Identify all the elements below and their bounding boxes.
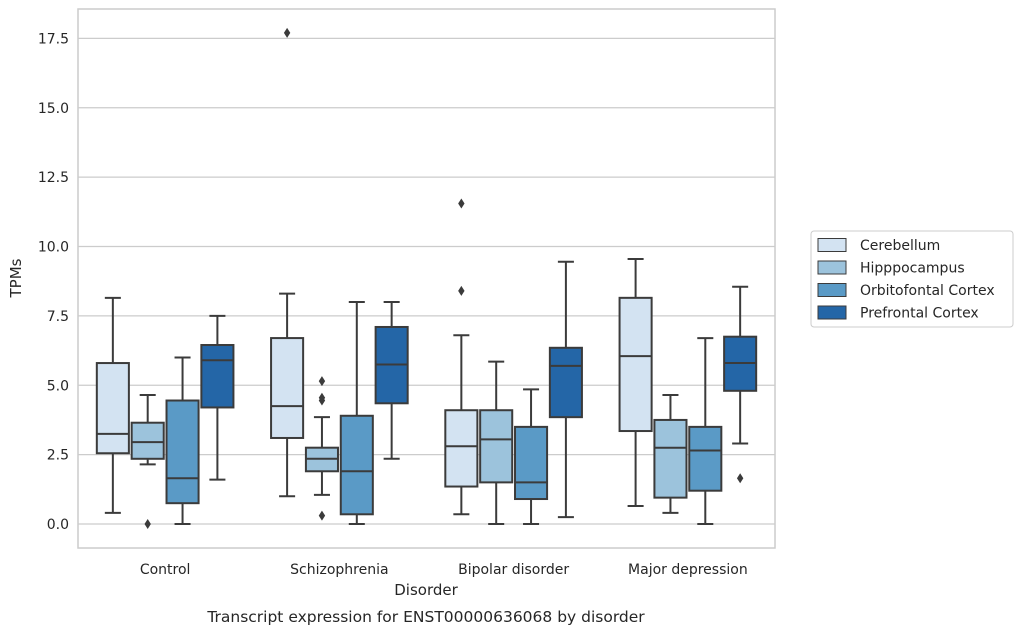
- y-tick-label: 12.5: [38, 170, 69, 186]
- box-prefrontal-cortex: [548, 260, 583, 519]
- outlier-point: [458, 198, 465, 209]
- box-iqr: [479, 409, 514, 484]
- legend: Cerebellum Hipppocampus Orbitofontal Corte…: [810, 230, 1014, 328]
- legend-label: Hipppocampus: [860, 261, 965, 277]
- outlier-point: [318, 392, 326, 403]
- box-iqr: [339, 414, 374, 516]
- box-hipppocampus: [304, 376, 339, 521]
- box-prefrontal-cortex: [200, 314, 235, 481]
- box-iqr: [548, 346, 583, 419]
- y-axis-ticks: 0.0 2.5 5.0 7.5 10.0 12.5 15.0 17.5: [38, 31, 69, 533]
- box-hipppocampus: [653, 393, 688, 514]
- box-iqr: [514, 425, 549, 501]
- outlier-point: [318, 510, 326, 521]
- x-tick-label: Control: [140, 562, 191, 578]
- legend-swatch: [817, 260, 847, 275]
- x-axis-ticks: Control Schizophrenia Bipolar disorder Majo…: [140, 562, 748, 578]
- legend-items: Cerebellum Hipppocampus Orbitofontal Corte…: [817, 238, 995, 322]
- legend-label: Prefrontal Cortex: [860, 306, 979, 322]
- outlier-point: [736, 473, 744, 484]
- y-tick-label: 17.5: [38, 31, 69, 47]
- box-iqr: [618, 296, 653, 433]
- box-cerebellum: [270, 27, 305, 498]
- y-tick-label: 0.0: [47, 517, 69, 533]
- box-iqr: [200, 344, 235, 409]
- legend-label: Orbitofontal Cortex: [860, 283, 995, 299]
- box-iqr: [270, 337, 305, 439]
- legend-swatch: [817, 238, 847, 252]
- box-cerebellum: [444, 198, 479, 516]
- box-iqr: [444, 409, 479, 488]
- x-tick-label: Bipolar disorder: [458, 562, 569, 578]
- y-tick-label: 15.0: [38, 101, 69, 117]
- outlier-point: [283, 27, 291, 38]
- box-prefrontal-cortex: [723, 285, 758, 484]
- x-tick-label: Schizophrenia: [290, 562, 388, 578]
- x-axis-label: Disorder: [394, 581, 458, 599]
- box-cerebellum: [618, 257, 653, 507]
- box-iqr: [130, 421, 165, 460]
- legend-swatch: [817, 283, 847, 297]
- legend-frame: [810, 230, 1014, 328]
- box-hipppocampus: [479, 360, 514, 525]
- y-axis-label: TPMs: [7, 258, 25, 298]
- box-orbitofontal-cortex: [688, 337, 723, 525]
- outlier-point: [318, 376, 326, 387]
- y-tick-label: 2.5: [47, 448, 69, 464]
- box-hipppocampus: [130, 393, 165, 529]
- box-cerebellum: [95, 296, 130, 514]
- box-iqr: [95, 362, 130, 455]
- y-tick-label: 10.0: [38, 240, 69, 256]
- x-tick-label: Major depression: [628, 562, 748, 578]
- box-iqr: [653, 418, 688, 499]
- box-orbitofontal-cortex: [514, 388, 549, 525]
- box-prefrontal-cortex: [374, 301, 409, 460]
- outlier-point: [144, 519, 151, 529]
- legend-swatch: [817, 305, 847, 320]
- box-orbitofontal-cortex: [165, 356, 200, 525]
- box-orbitofontal-cortex: [339, 301, 374, 525]
- y-tick-label: 7.5: [47, 309, 69, 325]
- plot-area-frame: [77, 8, 776, 549]
- y-tick-label: 5.0: [47, 378, 69, 394]
- box-iqr: [165, 399, 200, 505]
- chart-caption: Transcript expression for ENST0000063606…: [206, 608, 645, 626]
- legend-label: Cerebellum: [860, 238, 940, 254]
- box-plots: [95, 27, 758, 529]
- outlier-point: [458, 285, 465, 296]
- box-iqr: [688, 425, 723, 492]
